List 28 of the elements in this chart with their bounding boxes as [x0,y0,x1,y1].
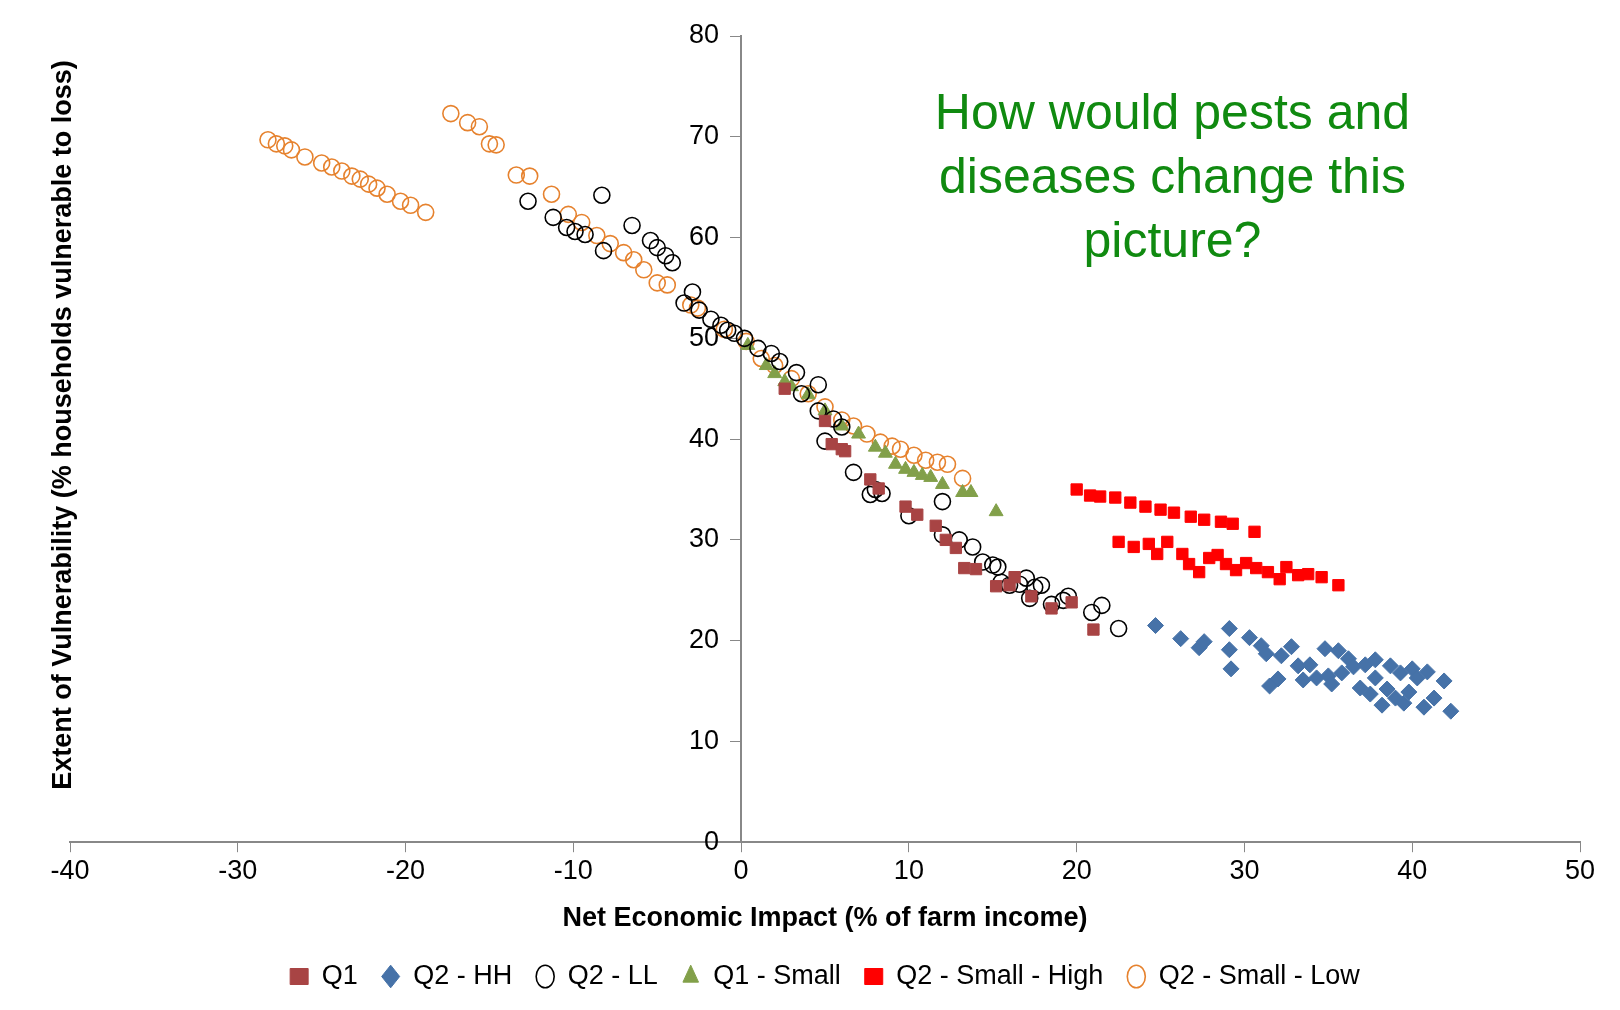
x-tick-label: 20 [1061,854,1092,885]
x-tick-label: -20 [386,854,426,885]
x-tick-label: -10 [553,854,593,885]
y-tick-label: 80 [689,19,720,50]
y-axis-title: Extent of Vulnerability (% households vulnerable to loss) [46,60,78,790]
legend-label: Q1 [321,959,358,990]
y-tick-label: 10 [689,724,720,755]
x-axis-title: Net Economic Impact (% of farm income) [562,902,1088,933]
legend-label: Q2 - Small - High [896,959,1104,990]
x-tick-label: 30 [1229,854,1260,885]
y-tick-label: 0 [704,825,720,856]
legend-label: Q2 - Small - Low [1158,959,1361,990]
annotation: How would pests and diseases change this picture? [933,83,1412,270]
y-tick-label: 40 [689,422,720,453]
legend-label: Q2 - HH [413,959,513,990]
y-tick-label: 70 [689,120,720,151]
x-tick-label: 40 [1397,854,1428,885]
x-tick-label: 0 [733,854,749,885]
x-tick-label: 50 [1564,854,1596,885]
y-tick-label: 20 [689,624,720,655]
y-tick-label: 30 [689,523,720,554]
y-tick-label: 50 [689,321,720,352]
y-tick-label: 60 [689,221,720,251]
legend-label: Q1 - Small [713,959,841,990]
x-tick-label: -40 [50,854,90,885]
x-tick-label: 10 [893,854,924,885]
x-tick-label: -30 [218,854,258,885]
legend-label: Q2 - LL [567,959,658,990]
